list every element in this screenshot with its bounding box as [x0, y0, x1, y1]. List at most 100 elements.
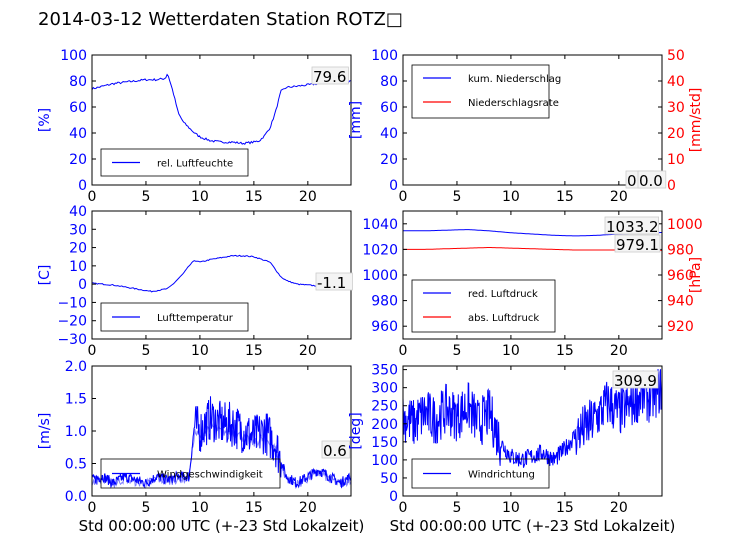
y-tick-label: 300	[371, 381, 398, 397]
value-annotation: 1033.2	[606, 218, 659, 236]
legend-label: Niederschlagsrate	[468, 98, 559, 109]
y-right-tick-label: 10	[667, 152, 685, 168]
y-right-tick-label: 20	[667, 126, 685, 142]
series-line-windgeschwindigkeit	[91, 396, 352, 489]
y-tick-label: 20	[380, 152, 398, 168]
y-tick-label: 40	[69, 126, 87, 142]
value-annotation: 309.9	[614, 372, 657, 390]
axes-frame	[91, 54, 352, 186]
y-tick-label: 60	[380, 100, 398, 116]
x-tick-label: 0	[88, 500, 97, 516]
y-tick-label: 1.0	[65, 424, 87, 440]
x-axis-label: Std 00:00:00 UTC (+-23 Std Lokalzeit)	[390, 517, 676, 535]
x-tick-label: 5	[141, 189, 150, 205]
y-axis-label: [C]	[37, 265, 53, 286]
chart-panel-pressure: 0 5 10 15 20 960 980 1000 1020 1040 920 940 960 980 10…	[362, 210, 704, 359]
y-tick-label: 100	[371, 453, 398, 469]
x-tick-label: 0	[88, 189, 97, 205]
x-tick-label: 5	[452, 189, 461, 205]
y-tick-label: 350	[371, 363, 398, 379]
value-annotation: 0.6	[323, 442, 347, 460]
y-tick-label: 960	[371, 319, 398, 335]
series-line-rel-luftfeuchte	[91, 73, 352, 145]
legend-box	[100, 458, 281, 489]
y-tick-label: 100	[371, 48, 398, 64]
legend-label: Lufttemperatur	[157, 313, 234, 324]
y-tick-label: −10	[57, 295, 87, 311]
chart-panel-humidity: 0 5 10 15 20 0 20 40 60 80 100 [%] rel. Luftfeuchte 7…	[37, 48, 352, 205]
x-tick-label: 10	[502, 500, 520, 516]
y-tick-label: 0.5	[65, 457, 87, 473]
x-tick-label: 10	[191, 189, 209, 205]
x-tick-label: 20	[299, 500, 317, 516]
y-tick-label: 1020	[362, 242, 398, 258]
x-tick-label: 15	[245, 500, 263, 516]
x-tick-label: 20	[610, 343, 628, 359]
x-tick-label: 5	[141, 500, 150, 516]
x-tick-label: 15	[245, 343, 263, 359]
y-axis-label: [mm]	[348, 101, 364, 139]
y-axis-label: [m/s]	[37, 413, 53, 450]
axes-frame	[402, 54, 663, 186]
y-tick-label: 40	[69, 204, 87, 220]
x-tick-label: 15	[245, 189, 263, 205]
series-line-windrichtung	[402, 369, 663, 468]
y-tick-label: 0	[389, 489, 398, 505]
x-tick-label: 0	[399, 343, 408, 359]
x-tick-label: 15	[556, 343, 574, 359]
value-annotation-box	[604, 216, 659, 235]
chart-panel-precip: 0 5 10 15 20 0 20 40 60 80 100 [mm] 0 10 20 30 40 50 [mm/s…	[348, 48, 704, 205]
x-tick-label: 10	[191, 343, 209, 359]
x-tick-label: 10	[191, 500, 209, 516]
y-tick-label: 0	[389, 178, 398, 194]
value-annotation-box	[315, 272, 353, 291]
y-tick-label: 30	[69, 222, 87, 238]
x-tick-label: 10	[502, 189, 520, 205]
value-annotation-box	[637, 170, 667, 189]
y-tick-label: −20	[57, 314, 87, 330]
legend-box	[411, 64, 550, 119]
legend-label: kum. Niederschlag	[468, 74, 561, 85]
x-tick-label: 5	[452, 343, 461, 359]
y-tick-label: 40	[380, 126, 398, 142]
value-annotation: 0.0	[639, 172, 663, 190]
y-tick-label: 2.0	[65, 359, 87, 375]
value-annotation-box	[311, 66, 349, 85]
value-annotation: 979.1	[616, 236, 659, 254]
x-tick-label: 0	[399, 189, 408, 205]
y-tick-label: 0.0	[65, 489, 87, 505]
axes-frame	[402, 365, 663, 497]
value-annotation: -1.1	[317, 274, 346, 292]
value-annotation-box	[321, 440, 351, 459]
legend-label: rel. Luftfeuchte	[157, 159, 233, 170]
value-annotation-box	[614, 234, 661, 253]
y-tick-label: 1040	[362, 217, 398, 233]
x-tick-label: 20	[299, 189, 317, 205]
chart-panel-temperature: 0 5 10 15 20 −30 −20 −10 0 10 20 30 40 [C] Lufttempera…	[37, 204, 353, 359]
x-tick-label: 0	[399, 500, 408, 516]
y-right-tick-label: 0	[667, 178, 676, 194]
legend-label: abs. Luftdruck	[468, 313, 539, 324]
x-tick-label: 10	[502, 343, 520, 359]
legend-label: Windgeschwindigkeit	[157, 470, 263, 481]
x-tick-label: 5	[452, 500, 461, 516]
value-annotation-box	[612, 370, 659, 389]
y-tick-label: 10	[69, 259, 87, 275]
y-tick-label: 150	[371, 435, 398, 451]
legend-box	[100, 148, 249, 177]
y-right-tick-label: 960	[667, 268, 694, 284]
value-annotation: 79.6	[313, 68, 346, 86]
y-tick-label: 0	[78, 277, 87, 293]
legend-label: red. Luftdruck	[468, 289, 538, 300]
y-tick-label: 80	[380, 74, 398, 90]
y-tick-label: 1000	[362, 268, 398, 284]
y-tick-label: −30	[57, 332, 87, 348]
y-tick-label: 980	[371, 294, 398, 310]
figure-title: 2014-03-12 Wetterdaten Station ROTZ□	[38, 9, 403, 30]
legend-box	[411, 458, 550, 489]
chart-panel-wind-speed: 0 5 10 15 20 0.0 0.5 1.0 1.5 2.0 [m/s] Std 00:00:00…	[37, 359, 364, 535]
y-tick-label: 50	[380, 471, 398, 487]
y-tick-label: 20	[69, 152, 87, 168]
